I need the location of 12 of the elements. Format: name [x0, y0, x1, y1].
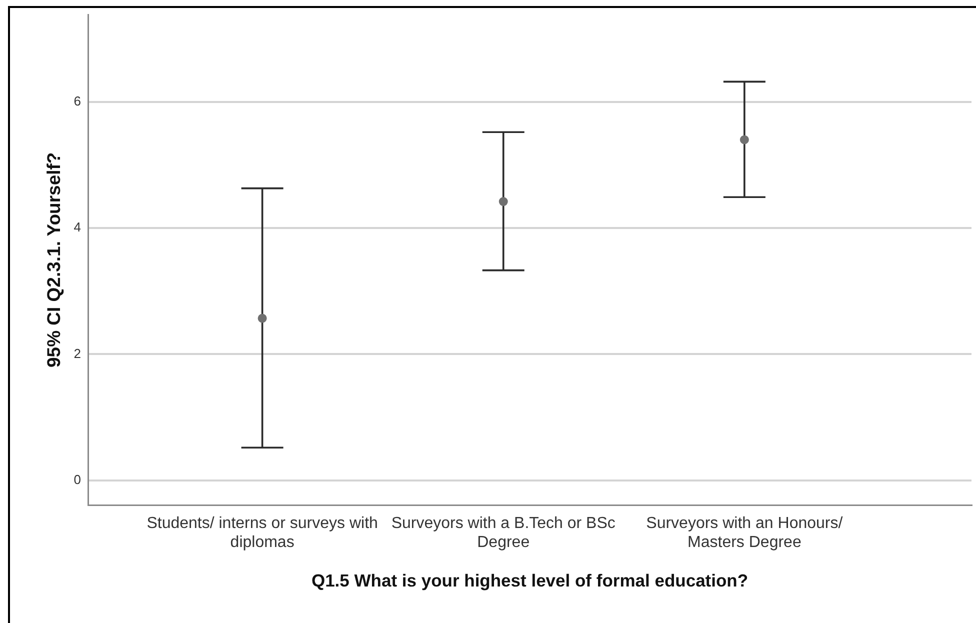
x-tick-label: Surveyors with an Honours/ Masters Degree: [646, 515, 844, 552]
y-tick-label: 0: [74, 472, 81, 487]
x-tick-label: Students/ interns or surveys with diplomas: [146, 515, 378, 552]
point: [740, 135, 749, 144]
y-axis-title: 95% CI Q2.3.1. Yourself?: [43, 152, 64, 368]
x-tick-label: Surveyors with a B.Tech or BSc Degree: [391, 515, 616, 552]
y-tick-label: 2: [74, 346, 81, 361]
x-axis-title: Q1.5 What is your highest level of formal education?: [311, 570, 748, 590]
y-tick-label: 6: [74, 93, 81, 108]
point: [498, 197, 508, 206]
y-tick-label: 4: [74, 220, 81, 235]
point: [258, 314, 267, 323]
